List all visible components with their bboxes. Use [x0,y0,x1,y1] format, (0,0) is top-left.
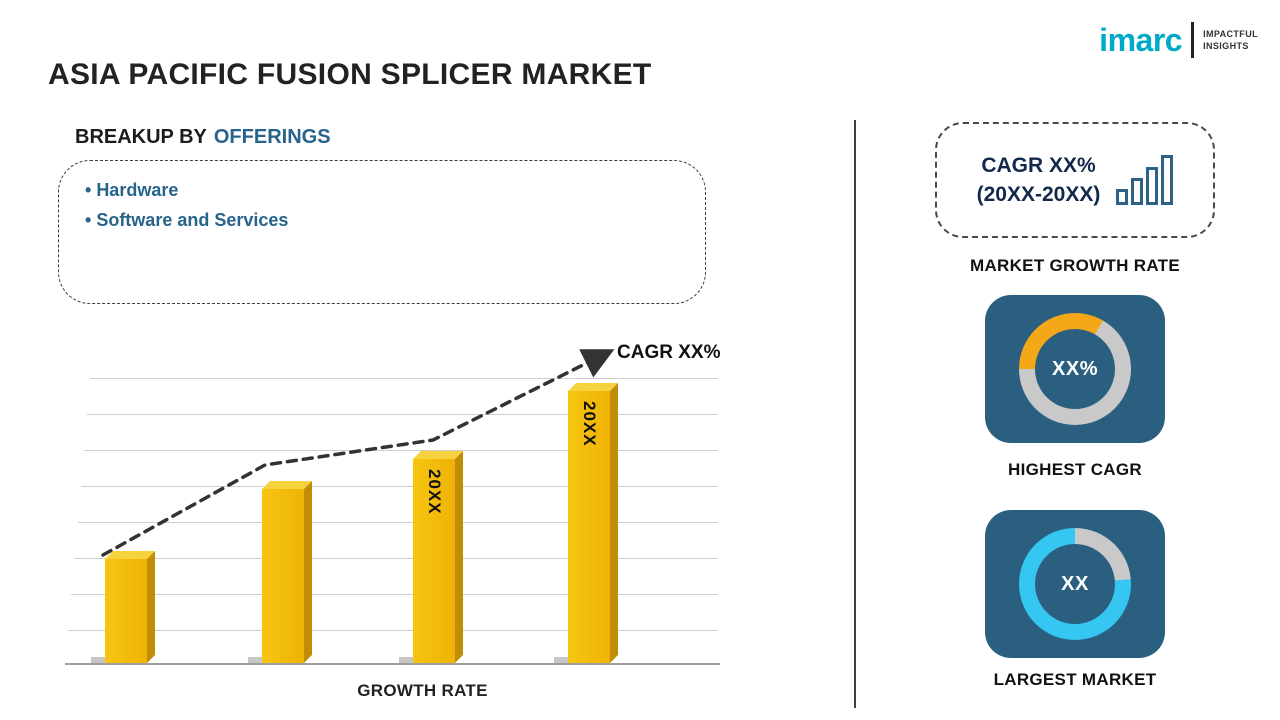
largest-market-card: XX [985,510,1165,658]
cagr-annotation: CAGR XX% [617,342,721,363]
list-item: Software and Services [85,205,679,235]
bar-chart-icon-bar [1116,189,1129,205]
bar-shadow [399,657,413,663]
bar-label: 20XX [580,401,599,447]
highest-cagr-donut-chart: XX% [1019,313,1131,425]
breakup-heading-highlight: OFFERINGS [213,126,331,148]
logo-tagline-line1: IMPACTFUL [1203,28,1258,39]
highest-cagr-caption: HIGHEST CAGR [1008,460,1142,479]
breakup-offerings-box: Hardware Software and Services [58,160,706,304]
logo-tagline: IMPACTFUL INSIGHTS [1203,28,1258,52]
gridline [84,450,718,451]
bar-shadow [91,657,105,663]
gridline [71,594,718,595]
imarc-logo: imarc IMPACTFUL INSIGHTS [1099,22,1258,58]
highest-cagr-card: XX% [985,295,1165,443]
list-item: Hardware [85,175,679,205]
bar-chart-icon-bar [1146,167,1159,205]
gridline [68,630,718,631]
gridline [87,414,718,415]
breakup-offerings-list: Hardware Software and Services [85,175,679,235]
x-axis-line [65,663,720,665]
imarc-logo-wordmark: imarc [1099,22,1183,58]
largest-market-donut-chart: XX [1019,528,1131,640]
gridline [74,558,718,559]
vertical-divider [854,120,856,708]
breakup-heading-prefix: BREAKUP BY [75,126,207,148]
bar-shadow [554,657,568,663]
largest-market-value: XX [1035,544,1115,624]
bar-label: 20XX [425,468,444,515]
gridline [90,378,718,379]
cagr-value-line: CAGR XX% [981,153,1096,177]
breakup-heading: BREAKUP BY OFFERINGS [75,126,331,149]
gridline [81,486,718,487]
highest-cagr-value: XX% [1035,329,1115,409]
page-title: ASIA PACIFIC FUSION SPLICER MARKET [48,58,652,91]
bar-year2 [248,489,304,663]
market-growth-rate-card: CAGR XX% (20XX-20XX) [935,122,1215,238]
bar-year1 [91,559,147,663]
largest-market-caption: LARGEST MARKET [993,670,1157,689]
market-growth-rate-caption: MARKET GROWTH RATE [969,256,1180,275]
logo-divider [1191,22,1195,58]
bar-shadow [248,657,262,663]
market-growth-rate-text: CAGR XX% (20XX-20XX) [977,151,1101,210]
x-axis-title: GROWTH RATE [357,681,488,700]
logo-tagline-line2: INSIGHTS [1203,41,1249,51]
bar-20xx-a: 20XX [399,458,455,663]
cagr-period-line: (20XX-20XX) [976,183,1101,206]
bar-chart-icon-bar [1131,178,1144,205]
trend-arrow [101,349,615,557]
bar-20xx-b: 20XX [554,391,610,663]
growth-rate-bar-chart: 20XX 20XX [65,340,720,670]
gridline [78,522,718,523]
bar-chart-icon-bar [1161,155,1174,205]
bar-chart-icon [1116,155,1174,205]
